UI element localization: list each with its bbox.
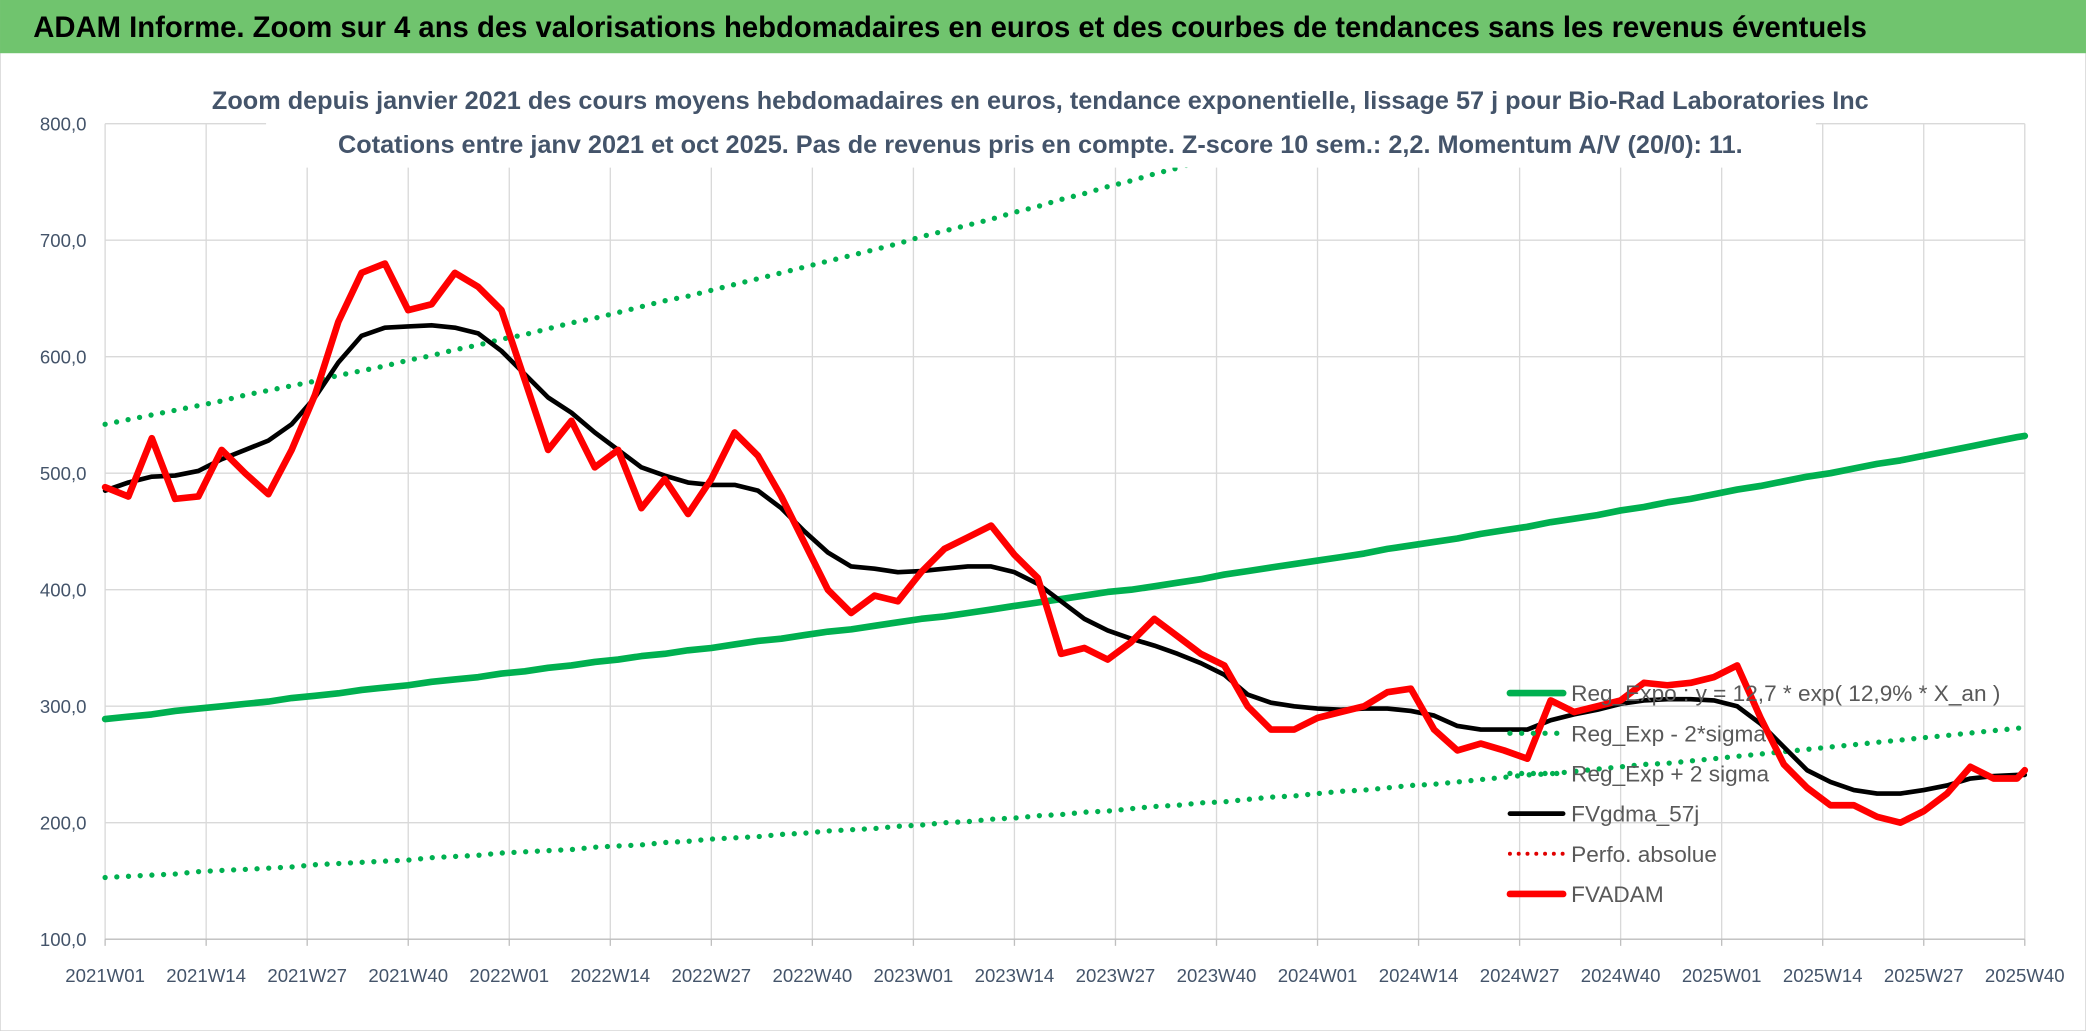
x-tick-label: 2024W01 bbox=[1278, 965, 1358, 986]
x-tick-label: 2024W14 bbox=[1379, 965, 1459, 986]
legend-label: Perfo. absolue bbox=[1571, 842, 1717, 867]
series-line bbox=[102, 724, 2028, 881]
y-tick-label: 700,0 bbox=[40, 230, 87, 251]
legend-label: Reg_Expo : y = 12,7 * exp( 12,9% * X_an … bbox=[1571, 681, 2000, 706]
x-tick-label: 2025W27 bbox=[1884, 965, 1964, 986]
y-tick-label: 500,0 bbox=[40, 463, 87, 484]
series-line bbox=[101, 260, 2029, 826]
legend-label: FVgdma_57j bbox=[1571, 802, 1699, 827]
subtitle-line: Cotations entre janv 2021 et oct 2025. P… bbox=[338, 131, 1743, 159]
series-line bbox=[102, 119, 1352, 427]
x-tick-label: 2025W40 bbox=[1985, 965, 2065, 986]
legend-label: FVADAM bbox=[1571, 882, 1664, 907]
legend-label: Reg_Exp - 2*sigma bbox=[1571, 721, 1766, 746]
x-tick-label: 2025W14 bbox=[1783, 965, 1863, 986]
x-tick-label: 2023W01 bbox=[874, 965, 954, 986]
legend-label: Reg_Exp + 2 sigma bbox=[1571, 761, 1769, 786]
grid: 100,0 200,0 300,0 400,0 500,0 600,0 700,0 800,0… bbox=[40, 113, 2065, 985]
header-title: ADAM Informe. Zoom sur 4 ans des valoris… bbox=[33, 12, 1867, 44]
plot-lines bbox=[101, 119, 2029, 881]
x-tick-label: 2021W01 bbox=[65, 965, 145, 986]
x-tick-label: 2025W01 bbox=[1682, 965, 1762, 986]
x-tick-label: 2021W27 bbox=[267, 965, 347, 986]
x-tick-label: 2024W40 bbox=[1581, 965, 1661, 986]
x-tick-label: 2023W14 bbox=[975, 965, 1055, 986]
header-bar bbox=[0, 0, 2086, 54]
legend: Reg_Expo : y = 12,7 * exp( 12,9% * X_an … bbox=[1506, 681, 2000, 907]
x-tick-label: 2022W01 bbox=[469, 965, 549, 986]
y-tick-label: 300,0 bbox=[40, 696, 87, 717]
subtitle-line: Zoom depuis janvier 2021 des cours moyen… bbox=[212, 87, 1869, 115]
x-tick-label: 2022W40 bbox=[773, 965, 853, 986]
y-tick-label: 400,0 bbox=[40, 579, 87, 600]
x-tick-label: 2023W40 bbox=[1177, 965, 1257, 986]
subtitle-box bbox=[266, 77, 1816, 168]
x-tick-label: 2022W14 bbox=[570, 965, 650, 986]
x-tick-label: 2024W27 bbox=[1480, 965, 1560, 986]
x-tick-label: 2021W14 bbox=[166, 965, 246, 986]
series-line bbox=[102, 322, 2028, 796]
series-line bbox=[101, 432, 2029, 723]
y-tick-label: 100,0 bbox=[40, 929, 87, 950]
x-tick-label: 2021W40 bbox=[368, 965, 448, 986]
y-tick-label: 200,0 bbox=[40, 812, 87, 833]
x-tick-label: 2022W27 bbox=[671, 965, 751, 986]
x-tick-label: 2023W27 bbox=[1076, 965, 1156, 986]
y-tick-label: 800,0 bbox=[40, 113, 87, 134]
y-tick-label: 600,0 bbox=[40, 346, 87, 367]
